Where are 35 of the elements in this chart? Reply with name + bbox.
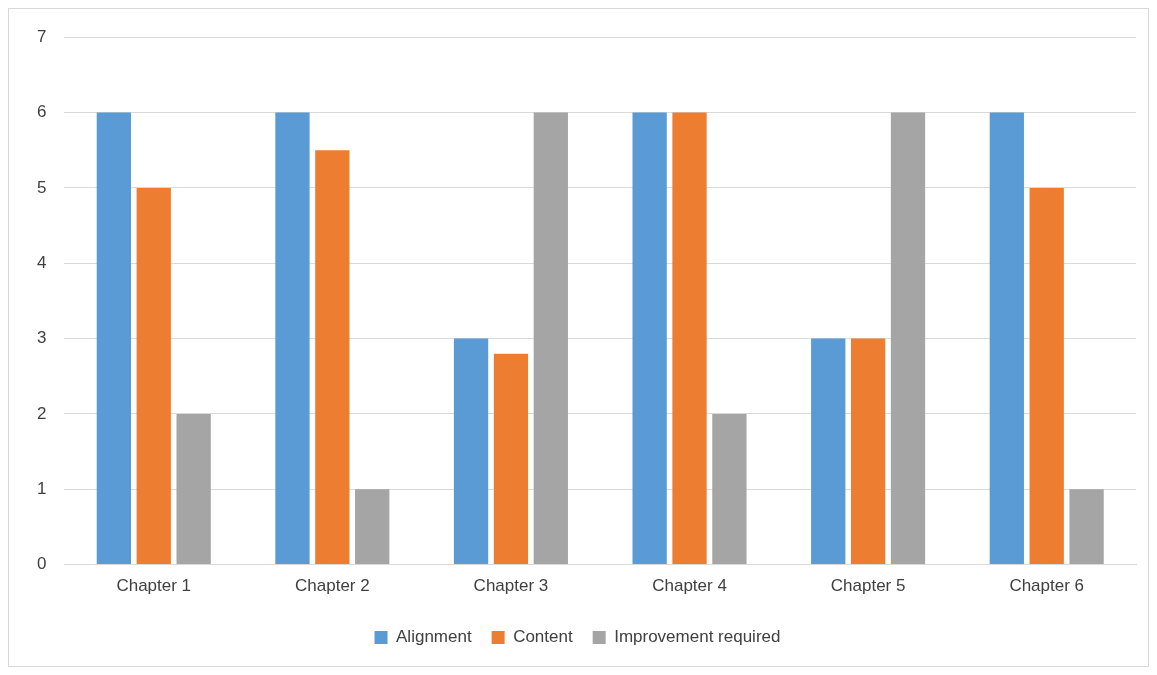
bar (811, 338, 846, 565)
y-tick-label: 6 (36, 102, 47, 122)
bar (136, 187, 171, 565)
y-tick-label: 4 (36, 252, 47, 272)
y-tick-label: 5 (36, 177, 47, 197)
bar (355, 489, 390, 565)
y-tick-label: 7 (36, 26, 47, 46)
bar (493, 353, 529, 565)
bar (315, 150, 350, 565)
y-tick-label: 3 (36, 328, 47, 348)
legend-label: Content (513, 627, 573, 647)
x-tick-label: Chapter 3 (473, 576, 549, 596)
bar (453, 338, 489, 565)
bar (850, 338, 886, 565)
bar (890, 112, 926, 565)
x-tick-label: Chapter 2 (295, 576, 370, 596)
x-tick-label: Chapter 6 (1009, 576, 1085, 596)
y-tick-label: 0 (36, 554, 47, 574)
bar (176, 413, 211, 565)
x-tick-label: Chapter 1 (116, 576, 192, 596)
bar (533, 112, 568, 565)
bar (712, 413, 747, 565)
y-tick-label: 2 (36, 403, 47, 423)
bar (1069, 489, 1104, 565)
x-tick-label: Chapter 5 (830, 576, 906, 596)
bar (632, 112, 667, 565)
bar (672, 112, 707, 565)
bar (96, 112, 132, 565)
bar (275, 112, 310, 565)
bar (989, 112, 1024, 565)
y-tick-label: 1 (36, 478, 47, 498)
legend-label: Alignment (396, 627, 472, 647)
bar (1029, 187, 1064, 565)
legend-label: Improvement required (614, 627, 781, 647)
x-tick-label: Chapter 4 (652, 576, 727, 596)
